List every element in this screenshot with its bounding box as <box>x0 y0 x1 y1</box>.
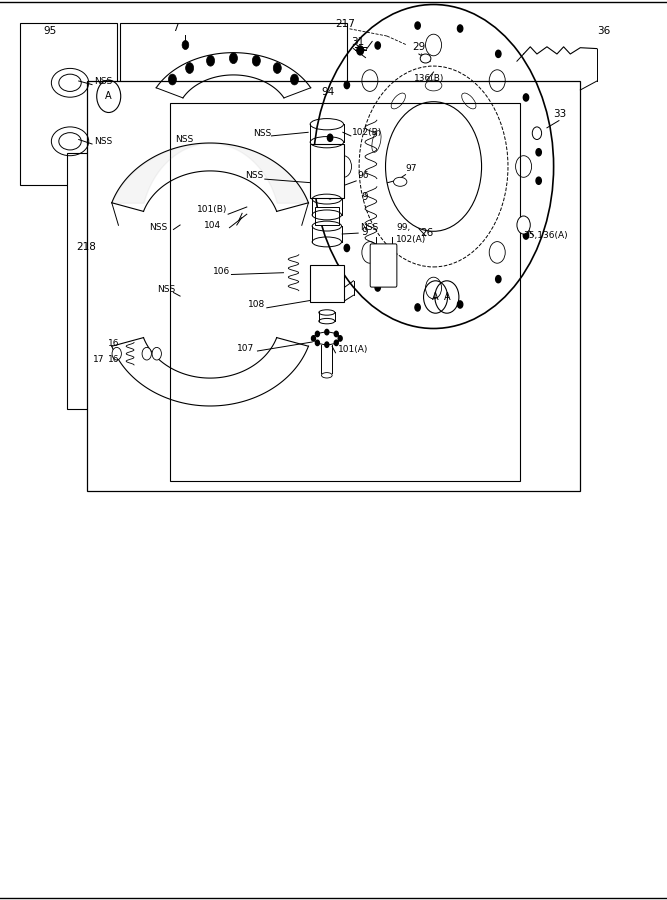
Circle shape <box>524 232 529 239</box>
Text: A: A <box>444 292 450 302</box>
Text: 102(A): 102(A) <box>396 235 426 244</box>
Text: 7: 7 <box>172 23 179 33</box>
FancyBboxPatch shape <box>310 144 344 198</box>
Text: NSS: NSS <box>94 77 112 86</box>
Circle shape <box>496 275 501 283</box>
Circle shape <box>325 342 329 347</box>
Text: NSS: NSS <box>149 223 167 232</box>
Circle shape <box>325 329 329 335</box>
Circle shape <box>338 336 342 341</box>
Text: 97: 97 <box>406 164 417 173</box>
Text: 218: 218 <box>77 242 97 252</box>
Circle shape <box>112 347 121 360</box>
Circle shape <box>344 81 350 88</box>
FancyBboxPatch shape <box>120 22 347 153</box>
Circle shape <box>252 55 260 66</box>
Text: NSS: NSS <box>360 223 378 232</box>
Text: 16: 16 <box>108 339 119 348</box>
Circle shape <box>375 284 380 291</box>
Circle shape <box>185 63 193 74</box>
Text: 9: 9 <box>362 192 368 202</box>
Circle shape <box>458 301 463 308</box>
Text: 94: 94 <box>321 87 335 97</box>
Circle shape <box>311 336 315 341</box>
Circle shape <box>334 331 338 337</box>
Circle shape <box>357 46 364 55</box>
Text: 101(A): 101(A) <box>338 345 368 354</box>
Circle shape <box>496 50 501 58</box>
FancyBboxPatch shape <box>310 266 344 302</box>
Circle shape <box>290 74 298 85</box>
FancyBboxPatch shape <box>170 103 520 481</box>
Text: 136(B): 136(B) <box>414 74 445 83</box>
Circle shape <box>415 304 420 311</box>
Circle shape <box>344 245 350 252</box>
Circle shape <box>327 192 333 199</box>
Circle shape <box>142 347 151 360</box>
Text: 104: 104 <box>204 221 221 230</box>
Text: 31: 31 <box>352 37 365 47</box>
Ellipse shape <box>321 373 332 378</box>
Text: 99,: 99, <box>396 223 410 232</box>
Text: A: A <box>105 91 112 102</box>
Text: 36: 36 <box>598 26 611 36</box>
Circle shape <box>517 216 530 234</box>
Circle shape <box>536 177 542 184</box>
FancyBboxPatch shape <box>20 22 117 184</box>
Text: NSS: NSS <box>253 129 271 138</box>
Text: 217: 217 <box>335 19 355 29</box>
Text: 107: 107 <box>237 344 254 353</box>
Text: 26: 26 <box>420 228 434 238</box>
Ellipse shape <box>394 177 407 186</box>
Text: A: A <box>432 292 439 302</box>
Ellipse shape <box>420 54 431 63</box>
FancyBboxPatch shape <box>67 153 347 410</box>
Text: 16: 16 <box>108 356 119 364</box>
Circle shape <box>536 148 542 156</box>
Circle shape <box>327 134 333 141</box>
Text: 96: 96 <box>358 171 369 180</box>
Text: 17: 17 <box>93 355 105 364</box>
Circle shape <box>375 42 380 50</box>
FancyBboxPatch shape <box>315 207 339 225</box>
Text: NSS: NSS <box>94 137 112 146</box>
Text: 102(B): 102(B) <box>352 128 382 137</box>
Circle shape <box>532 127 542 140</box>
Circle shape <box>334 340 338 346</box>
Circle shape <box>169 74 177 85</box>
Circle shape <box>458 25 463 32</box>
Circle shape <box>524 94 529 101</box>
Text: 108: 108 <box>248 300 265 309</box>
Text: 101(B): 101(B) <box>197 205 227 214</box>
FancyBboxPatch shape <box>87 81 580 491</box>
Circle shape <box>182 40 189 50</box>
FancyBboxPatch shape <box>370 244 397 287</box>
Text: 106: 106 <box>213 267 231 276</box>
Text: 9: 9 <box>362 227 368 237</box>
Text: NSS: NSS <box>157 285 175 294</box>
Text: 33: 33 <box>554 109 567 119</box>
Text: 29: 29 <box>412 42 426 52</box>
Circle shape <box>152 347 161 360</box>
Circle shape <box>315 340 319 346</box>
Text: NSS: NSS <box>245 171 263 180</box>
Circle shape <box>207 55 215 66</box>
Text: 35,136(A): 35,136(A) <box>524 231 568 240</box>
Circle shape <box>273 63 281 74</box>
Circle shape <box>229 53 237 64</box>
Text: NSS: NSS <box>175 135 193 144</box>
Text: 95: 95 <box>43 26 57 36</box>
Circle shape <box>315 331 319 337</box>
Circle shape <box>415 22 420 29</box>
